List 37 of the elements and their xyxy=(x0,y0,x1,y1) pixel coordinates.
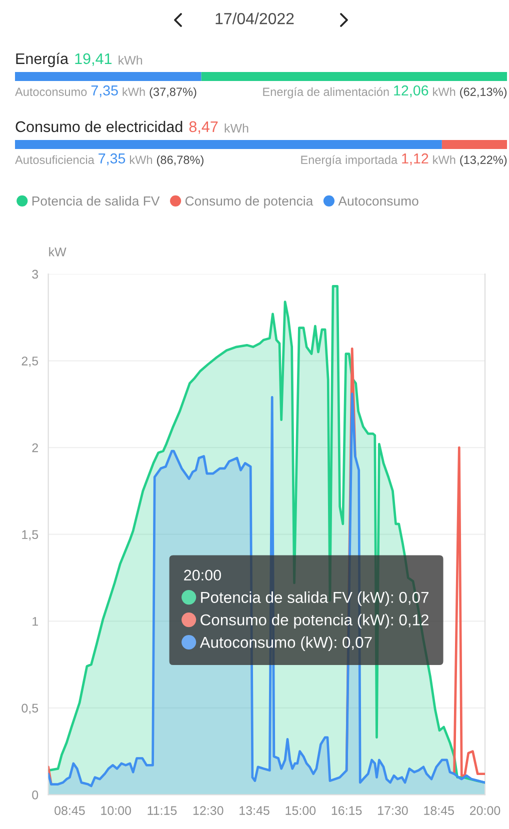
data-label: Energía importada 1,12 kWh (13,22%) xyxy=(301,153,507,166)
y-tick-label: 2 xyxy=(32,443,38,452)
x-tick-label: 18:45 xyxy=(424,806,454,815)
series-label: Autosuficiencia xyxy=(15,155,94,164)
annotation: 20:00 xyxy=(184,570,221,581)
x-tick-label: 16:15 xyxy=(332,806,362,815)
chart-title: Consumo de electricidad xyxy=(16,120,182,132)
x-tick-label: 08:45 xyxy=(54,806,85,815)
x-tick-label: 11:15 xyxy=(148,806,177,815)
annotation: Consumo de potencia (kW): 0,12 xyxy=(200,614,428,629)
annotation: Potencia de salida FV (kW): 0,07 xyxy=(201,591,428,606)
y-tick-label: 0,5 xyxy=(22,704,38,714)
total-label: 19,41 kWh xyxy=(75,53,142,66)
x-tick-label: 12:30 xyxy=(193,806,224,815)
y-axis-title: kW xyxy=(49,247,66,256)
x-tick-label: 13:45 xyxy=(240,806,270,815)
annotation: Autoconsumo (kW): 0,07 xyxy=(200,636,372,652)
total-label: 8,47 kWh xyxy=(189,121,248,134)
chart-title: Energía xyxy=(16,52,69,68)
y-tick-label: 2,5 xyxy=(22,356,38,367)
legend-label: Potencia de salida FV xyxy=(32,196,160,206)
x-tick-label: 10:00 xyxy=(101,806,132,815)
data-label: 7,35 kWh (86,78%) xyxy=(98,153,204,166)
data-label: 12,06 kWh (62,13%) xyxy=(394,85,507,98)
legend-label: Autoconsumo xyxy=(338,196,418,206)
series-label: Energía de alimentación xyxy=(263,87,389,98)
text: 17/04/2022 xyxy=(216,12,294,24)
x-tick-label: 15:00 xyxy=(286,806,316,815)
x-tick-label: 17:30 xyxy=(378,806,408,815)
legend-label: Consumo de potencia xyxy=(185,196,314,208)
series-label: Autoconsumo xyxy=(15,88,87,96)
y-tick-label: 0 xyxy=(32,790,38,800)
y-tick-label: 1 xyxy=(32,617,38,626)
x-tick-label: 20:00 xyxy=(470,806,500,815)
y-tick-label: 3 xyxy=(32,270,38,279)
data-label: 7,35 kWh (37,87%) xyxy=(91,85,196,98)
y-tick-label: 1,5 xyxy=(22,530,38,540)
